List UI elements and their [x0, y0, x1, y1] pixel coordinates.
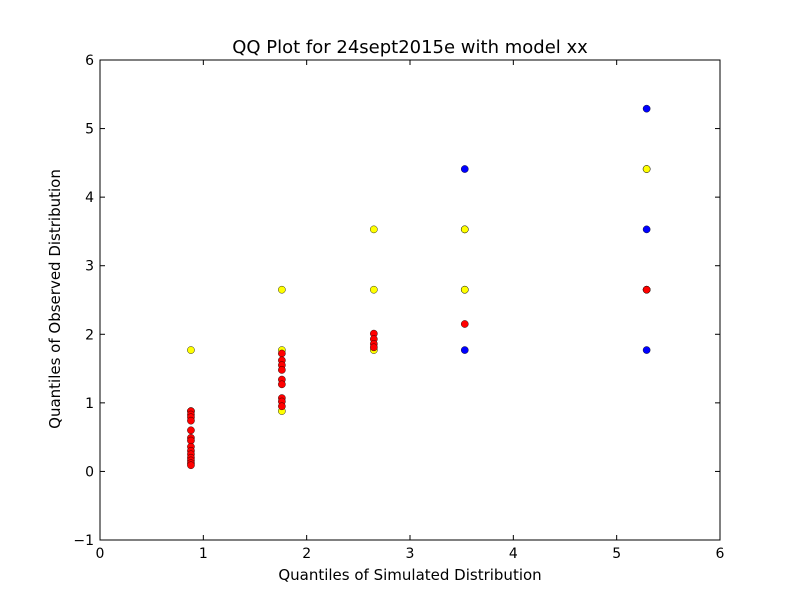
data-point — [460, 346, 469, 354]
series-0 — [460, 104, 651, 354]
chart-title: QQ Plot for 24sept2015e with model xx — [232, 37, 588, 58]
y-tick-label: 5 — [85, 122, 94, 138]
y-tick-label: 6 — [85, 53, 94, 69]
x-tick-label: 4 — [509, 546, 518, 562]
y-axis-label: Quantiles of Observed Distribution — [46, 169, 64, 429]
series-1 — [187, 165, 651, 415]
data-point — [187, 426, 195, 435]
data-point — [187, 461, 195, 470]
data-point — [460, 320, 469, 328]
x-tick-label: 2 — [302, 546, 311, 562]
data-point — [460, 285, 469, 294]
data-point — [278, 366, 286, 374]
y-tick-label: 2 — [85, 327, 94, 343]
x-tick-label: 0 — [96, 546, 105, 562]
series-2 — [187, 285, 651, 470]
data-point — [370, 225, 378, 234]
y-tick-label: −1 — [73, 533, 94, 549]
data-point — [187, 346, 195, 354]
data-point — [642, 285, 651, 294]
x-tick-label: 3 — [406, 546, 415, 562]
data-point — [370, 343, 378, 352]
x-tick-label: 6 — [716, 546, 725, 562]
x-tick-label: 1 — [199, 546, 208, 562]
data-point — [370, 285, 378, 294]
data-point — [278, 349, 286, 358]
y-tick-label: 1 — [85, 396, 94, 412]
data-point — [278, 402, 286, 411]
x-tick-label: 5 — [612, 546, 621, 562]
data-point — [460, 165, 469, 173]
data-point — [642, 104, 651, 113]
y-tick-label: 3 — [85, 259, 94, 275]
data-point — [278, 285, 286, 294]
y-tick-label: 0 — [85, 464, 94, 480]
data-point — [642, 225, 651, 234]
data-point — [460, 225, 469, 234]
x-axis-label: Quantiles of Simulated Distribution — [278, 566, 541, 584]
plot-frame — [99, 59, 721, 541]
data-point — [642, 165, 651, 173]
data-point — [278, 380, 286, 389]
data-point — [642, 346, 651, 354]
data-point — [187, 416, 195, 425]
y-tick-label: 4 — [85, 190, 94, 206]
data-points — [187, 104, 651, 470]
